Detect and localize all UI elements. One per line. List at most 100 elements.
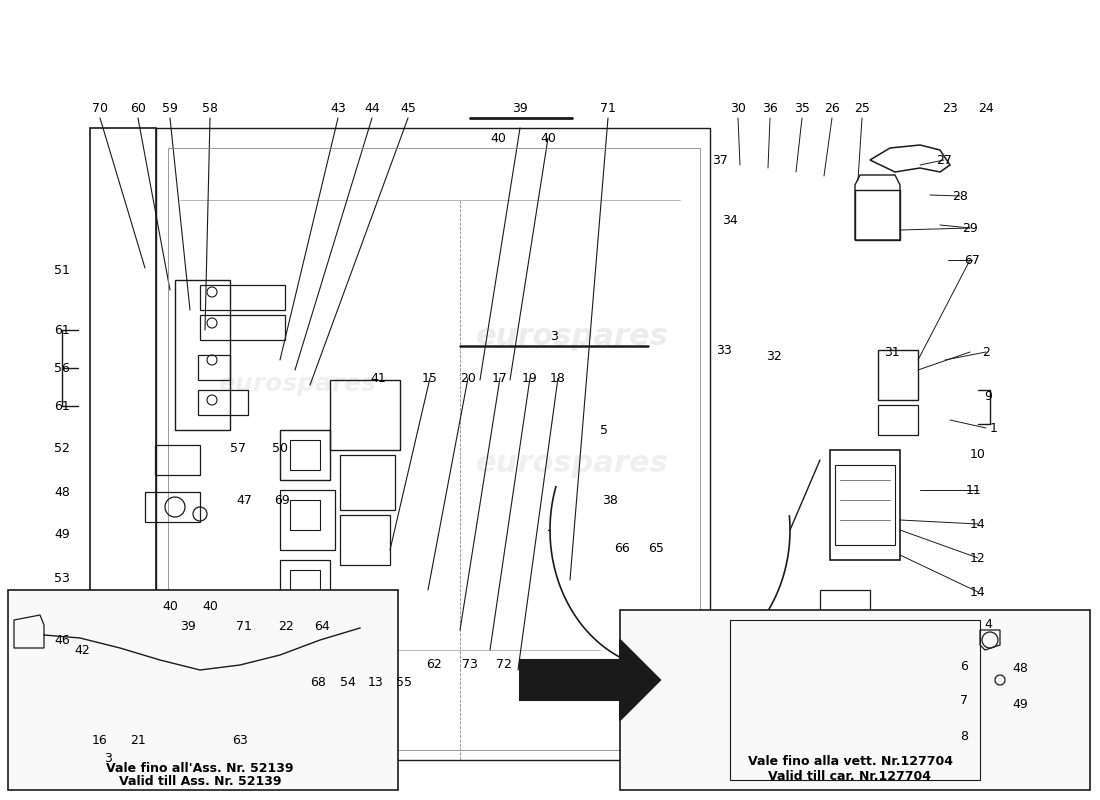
Text: 53: 53	[54, 571, 70, 585]
Text: 22: 22	[278, 619, 294, 633]
Text: 3: 3	[104, 751, 112, 765]
Text: 61: 61	[54, 323, 70, 337]
Bar	[280, 430, 330, 480]
Text: 45: 45	[400, 102, 416, 114]
Bar	[280, 560, 330, 610]
Polygon shape	[520, 640, 660, 720]
Text: 54: 54	[340, 675, 356, 689]
Text: 2: 2	[982, 346, 990, 358]
Text: 35: 35	[794, 102, 810, 114]
Text: 25: 25	[854, 102, 870, 114]
Text: 14: 14	[970, 586, 986, 598]
Text: 64: 64	[315, 619, 330, 633]
Text: 10: 10	[970, 447, 986, 461]
Text: 11: 11	[966, 483, 982, 497]
Text: 49: 49	[1012, 698, 1027, 710]
Text: 69: 69	[274, 494, 290, 506]
Text: 15: 15	[422, 371, 438, 385]
Bar	[835, 665, 865, 690]
Text: 18: 18	[550, 371, 565, 385]
Bar	[878, 350, 918, 400]
Text: 52: 52	[54, 442, 70, 454]
Text: 48: 48	[54, 486, 70, 498]
Text: 1: 1	[990, 422, 998, 434]
Text: 12: 12	[970, 551, 986, 565]
Bar	[340, 515, 390, 565]
Text: 29: 29	[962, 222, 978, 234]
Text: 7: 7	[960, 694, 968, 706]
Text: 26: 26	[824, 102, 840, 114]
Bar	[855, 190, 900, 240]
Text: 28: 28	[953, 190, 968, 202]
Text: 13: 13	[368, 675, 384, 689]
Bar	[830, 450, 900, 560]
Bar	[290, 440, 320, 470]
Text: 61: 61	[54, 399, 70, 413]
Text: Vale fino alla vett. Nr.127704: Vale fino alla vett. Nr.127704	[748, 755, 953, 768]
Text: 66: 66	[614, 542, 630, 554]
Text: eurospares: eurospares	[475, 450, 669, 478]
Text: 5: 5	[600, 423, 608, 437]
Bar	[878, 405, 918, 435]
Text: 43: 43	[330, 102, 345, 114]
Bar	[155, 445, 200, 475]
Bar	[620, 610, 1090, 790]
Text: 4: 4	[984, 618, 992, 630]
Text: 33: 33	[716, 343, 732, 357]
Text: eurospares: eurospares	[475, 322, 669, 350]
Text: 30: 30	[730, 102, 746, 114]
Text: 44: 44	[364, 102, 380, 114]
Text: 67: 67	[964, 254, 980, 266]
Text: 72: 72	[496, 658, 512, 670]
Text: 6: 6	[960, 659, 968, 673]
Text: 19: 19	[522, 371, 538, 385]
Text: 47: 47	[236, 494, 252, 506]
Text: 57: 57	[230, 442, 246, 454]
Bar	[840, 700, 860, 720]
Text: 70: 70	[92, 102, 108, 114]
Text: 23: 23	[942, 102, 958, 114]
Text: 68: 68	[310, 675, 326, 689]
Text: 71: 71	[236, 619, 252, 633]
Text: 59: 59	[162, 102, 178, 114]
Text: Valid till Ass. Nr. 52139: Valid till Ass. Nr. 52139	[119, 775, 282, 788]
Bar	[290, 500, 320, 530]
Text: 71: 71	[601, 102, 616, 114]
Text: 63: 63	[232, 734, 248, 746]
Bar	[730, 620, 980, 780]
Text: 60: 60	[130, 102, 146, 114]
Bar	[200, 285, 285, 310]
Bar	[200, 315, 285, 340]
Text: 9: 9	[984, 390, 992, 402]
Bar	[168, 148, 700, 750]
Bar	[156, 128, 710, 760]
Text: 17: 17	[492, 371, 508, 385]
Text: 32: 32	[766, 350, 782, 362]
Text: 31: 31	[884, 346, 900, 358]
Text: 34: 34	[722, 214, 738, 226]
Bar	[830, 630, 870, 655]
Text: 40: 40	[491, 131, 506, 145]
Text: 24: 24	[978, 102, 994, 114]
Bar	[290, 570, 320, 600]
Text: 39: 39	[513, 102, 528, 114]
Text: 37: 37	[712, 154, 728, 166]
Text: Vale fino all'Ass. Nr. 52139: Vale fino all'Ass. Nr. 52139	[107, 762, 294, 775]
Text: 38: 38	[602, 494, 618, 506]
Text: 73: 73	[462, 658, 477, 670]
Bar	[835, 465, 895, 545]
Text: 51: 51	[54, 263, 70, 277]
Text: 36: 36	[762, 102, 778, 114]
Text: 21: 21	[130, 734, 146, 746]
Text: 42: 42	[74, 643, 90, 657]
Text: 50: 50	[272, 442, 288, 454]
Bar	[820, 590, 870, 620]
Text: 46: 46	[54, 634, 70, 646]
Text: 49: 49	[54, 527, 70, 541]
Text: 3: 3	[550, 330, 558, 342]
Text: 39: 39	[180, 619, 196, 633]
Text: 55: 55	[396, 675, 412, 689]
Bar	[340, 455, 395, 510]
Text: 40: 40	[202, 599, 218, 613]
Text: 56: 56	[54, 362, 70, 374]
